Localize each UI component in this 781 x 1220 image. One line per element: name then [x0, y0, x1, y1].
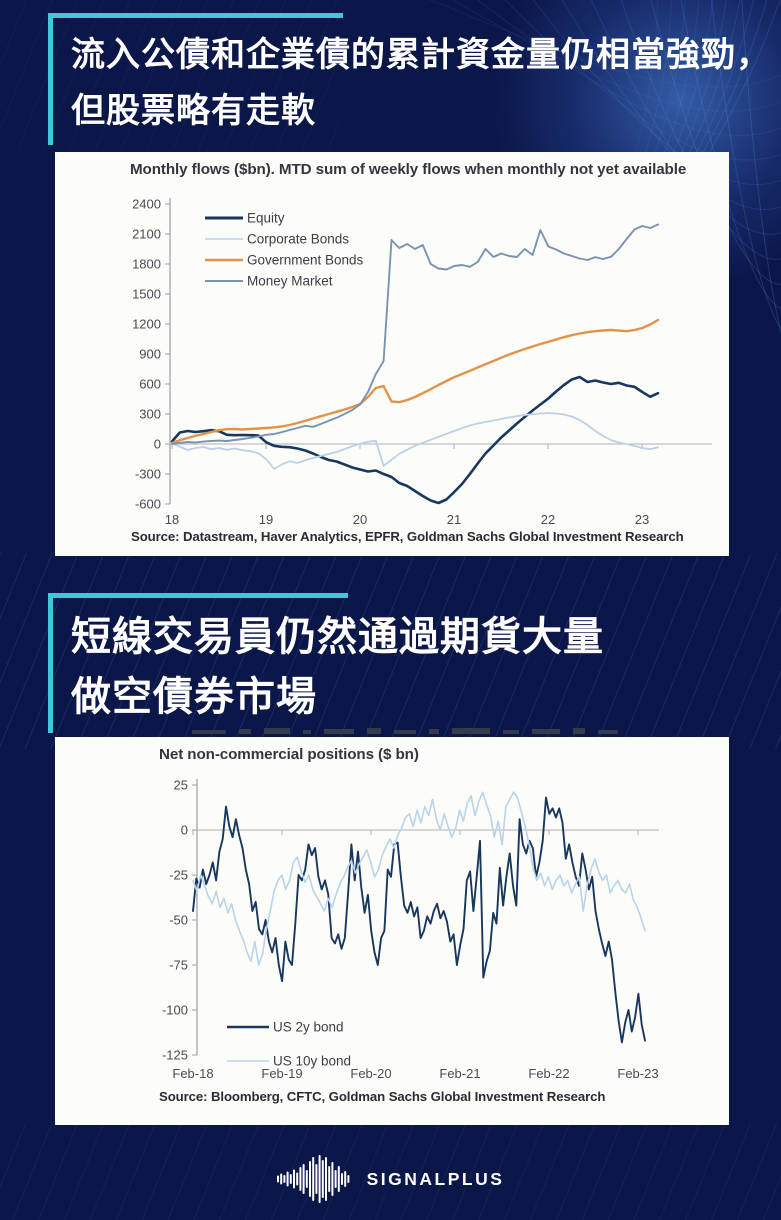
cropped-text-dash — [324, 729, 354, 734]
svg-text:-75: -75 — [169, 958, 188, 973]
net-positions-line-chart: 25 0 -25 -50 -75 -100 -125 Feb-18 Feb-19 Feb-20 Fe… — [162, 778, 659, 1081]
svg-text:-600: -600 — [135, 497, 161, 512]
svg-text:US 10y bond: US 10y bond — [273, 1054, 351, 1069]
cropped-text-remnant — [192, 727, 618, 734]
svg-text:1200: 1200 — [132, 317, 161, 332]
svg-text:Feb-21: Feb-21 — [439, 1066, 480, 1081]
svg-text:-125: -125 — [162, 1048, 188, 1063]
svg-text:Feb-23: Feb-23 — [617, 1066, 658, 1081]
svg-text:900: 900 — [139, 347, 161, 362]
svg-text:Equity: Equity — [247, 211, 285, 226]
brand-name: SIGNALPLUS — [366, 1168, 505, 1189]
chart-title-monthly-flows: Monthly flows ($bn). MTD sum of weekly f… — [130, 161, 687, 178]
cropped-text-dash — [429, 729, 439, 734]
svg-text:Feb-18: Feb-18 — [172, 1066, 213, 1081]
cropped-text-dash — [192, 730, 226, 734]
svg-text:22: 22 — [541, 512, 555, 527]
cropped-text-dash — [264, 728, 290, 734]
svg-text:US 2y bond: US 2y bond — [273, 1020, 344, 1035]
svg-text:2400: 2400 — [132, 197, 161, 212]
cropped-text-dash — [598, 730, 618, 734]
svg-text:1500: 1500 — [132, 287, 161, 302]
svg-text:-300: -300 — [135, 467, 161, 482]
chart-source-net-positions: Source: Bloomberg, CFTC, Goldman Sachs G… — [159, 1089, 606, 1104]
svg-text:Money Market: Money Market — [247, 274, 333, 289]
svg-text:-50: -50 — [169, 913, 188, 928]
chart-panel-monthly-flows: Monthly flows ($bn). MTD sum of weekly f… — [55, 152, 729, 556]
svg-text:Feb-19: Feb-19 — [261, 1066, 302, 1081]
svg-text:Feb-20: Feb-20 — [350, 1066, 391, 1081]
cropped-text-dash — [532, 729, 560, 734]
chart-panel-net-positions: Net non-commercial positions ($ bn) 25 0 -… — [55, 737, 729, 1125]
svg-text:Feb-22: Feb-22 — [528, 1066, 569, 1081]
svg-text:23: 23 — [635, 512, 649, 527]
svg-text:600: 600 — [139, 377, 161, 392]
headline-second: 短線交易員仍然通過期貨大量 做空債券市場 — [48, 593, 604, 733]
footer: SIGNALPLUS — [0, 1150, 781, 1208]
svg-text:-100: -100 — [162, 1003, 188, 1018]
cropped-text-dash — [394, 730, 416, 734]
svg-text:21: 21 — [447, 512, 461, 527]
cropped-text-dash — [303, 730, 311, 734]
svg-text:0: 0 — [154, 437, 161, 452]
svg-text:20: 20 — [353, 512, 367, 527]
waveform-icon — [276, 1155, 349, 1203]
chart-source-monthly-flows: Source: Datastream, Haver Analytics, EPF… — [131, 529, 684, 544]
headline-first-line2: 但股票略有走軟 — [71, 92, 316, 130]
headline-first-line1: 流入公債和企業債的累計資金量仍相當強勁， — [71, 36, 771, 74]
cropped-text-dash — [239, 729, 251, 734]
svg-text:300: 300 — [139, 407, 161, 422]
svg-text:Government Bonds: Government Bonds — [247, 253, 364, 268]
monthly-flows-line-chart: 2400 2100 1800 1500 1200 900 600 300 0 -300 -600 18… — [132, 197, 712, 527]
svg-text:19: 19 — [259, 512, 273, 527]
svg-text:1800: 1800 — [132, 257, 161, 272]
headline-first: 流入公債和企業債的累計資金量仍相當強勁， 但股票略有走軟 — [48, 13, 771, 145]
svg-text:18: 18 — [165, 512, 179, 527]
svg-text:25: 25 — [174, 778, 188, 793]
headline-second-line1: 短線交易員仍然通過期貨大量 — [71, 615, 604, 659]
cropped-text-dash — [452, 728, 490, 734]
svg-text:Corporate Bonds: Corporate Bonds — [247, 232, 349, 247]
chart-title-net-positions: Net non-commercial positions ($ bn) — [159, 746, 419, 763]
cropped-text-dash — [503, 730, 519, 734]
svg-text:0: 0 — [181, 823, 188, 838]
svg-text:2100: 2100 — [132, 227, 161, 242]
cropped-text-dash — [573, 728, 585, 734]
svg-text:-25: -25 — [169, 868, 188, 883]
cropped-text-dash — [367, 728, 381, 734]
headline-second-line2: 做空債券市場 — [71, 675, 317, 719]
